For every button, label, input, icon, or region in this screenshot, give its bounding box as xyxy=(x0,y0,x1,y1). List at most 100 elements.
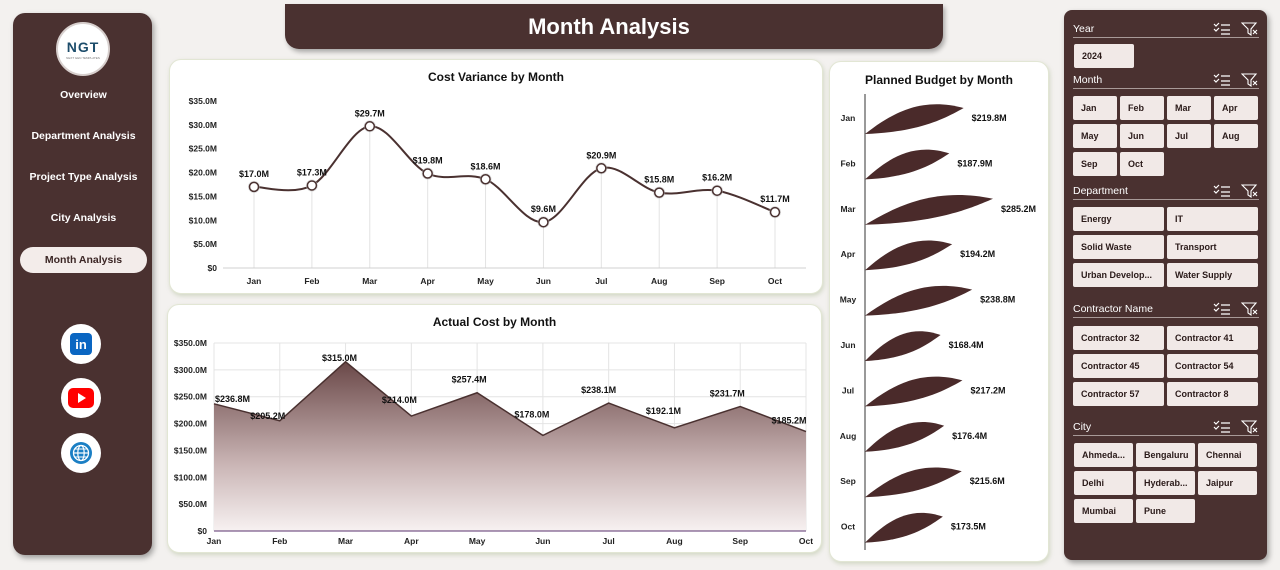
data-point xyxy=(248,181,260,193)
multi-select-icon[interactable] xyxy=(1213,73,1231,87)
actual-cost-card: Actual Cost by Month $0 $50.0M $100.0M $150… xyxy=(167,304,822,553)
y-tick-label: $10.0M xyxy=(189,215,217,225)
data-label: $176.4M xyxy=(952,431,987,441)
y-tick-label: $25.0M xyxy=(189,144,217,154)
contractor-filter-option[interactable]: Contractor 32 xyxy=(1073,326,1164,350)
city-filter-header: City xyxy=(1073,418,1259,436)
planned-budget-card: Planned Budget by Month Jan $219.8M Feb $18… xyxy=(829,61,1049,562)
contractor-filter-option[interactable]: Contractor 54 xyxy=(1167,354,1258,378)
y-tick-label: $0 xyxy=(198,526,208,536)
x-tick-label: Feb xyxy=(304,276,319,286)
x-tick-label: Mar xyxy=(362,276,378,286)
month-filter-option[interactable]: Sep xyxy=(1073,152,1117,176)
data-label: $11.7M xyxy=(760,194,790,204)
multi-select-icon[interactable] xyxy=(1213,302,1231,316)
y-tick-label: $250.0M xyxy=(174,392,207,402)
category-label: Oct xyxy=(841,522,855,532)
month-filter-option[interactable]: Feb xyxy=(1120,96,1164,120)
clear-filter-icon[interactable] xyxy=(1241,72,1259,87)
data-label: $215.6M xyxy=(970,476,1005,486)
month-filter-option[interactable]: Jan xyxy=(1073,96,1117,120)
area-fill xyxy=(214,361,806,531)
x-tick-label: Oct xyxy=(768,276,782,286)
y-tick-label: $100.0M xyxy=(174,472,207,482)
contractor-filter-option[interactable]: Contractor 8 xyxy=(1167,382,1258,406)
multi-select-icon[interactable] xyxy=(1213,22,1231,36)
category-label: Jun xyxy=(840,340,855,350)
contractor-filter-header: Contractor Name xyxy=(1073,300,1259,318)
month-filter-option[interactable]: Jun xyxy=(1120,124,1164,148)
contractor-filter-label: Contractor Name xyxy=(1073,302,1153,315)
department-filter-option[interactable]: Solid Waste xyxy=(1073,235,1164,259)
globe-icon xyxy=(70,442,92,464)
data-label: $178.0M xyxy=(514,409,549,419)
nav-item-department-analysis[interactable]: Department Analysis xyxy=(31,130,136,142)
nav-item-city-analysis[interactable]: City Analysis xyxy=(50,212,117,224)
city-filter-option[interactable]: Jaipur xyxy=(1198,471,1257,495)
data-label: $187.9M xyxy=(957,158,992,168)
month-filter-option[interactable]: Aug xyxy=(1214,124,1258,148)
linkedin-icon: in xyxy=(70,333,92,355)
clear-filter-icon[interactable] xyxy=(1241,183,1259,198)
department-filter-option[interactable]: Water Supply xyxy=(1167,263,1258,287)
data-label: $15.8M xyxy=(644,175,674,185)
city-filter-option[interactable]: Hyderab... xyxy=(1136,471,1195,495)
month-filter-label: Month xyxy=(1073,73,1103,86)
category-label: Apr xyxy=(841,249,856,259)
page-header: Month Analysis xyxy=(285,4,943,49)
department-filter-option[interactable]: Urban Develop... xyxy=(1073,263,1164,287)
clear-filter-icon[interactable] xyxy=(1241,419,1259,434)
city-filter-option[interactable]: Mumbai xyxy=(1074,499,1133,523)
city-filter-option[interactable]: Ahmeda... xyxy=(1074,443,1133,467)
data-label: $238.8M xyxy=(980,295,1015,305)
clear-filter-icon[interactable] xyxy=(1241,301,1259,316)
city-filter-option[interactable]: Delhi xyxy=(1074,471,1133,495)
data-point xyxy=(653,187,665,198)
left-navigation: NGT NEXT GEN TEMPLATES Overview Departme… xyxy=(13,13,152,555)
month-filter-option[interactable]: Apr xyxy=(1214,96,1258,120)
y-tick-label: $20.0M xyxy=(189,168,217,178)
contractor-filter-option[interactable]: Contractor 57 xyxy=(1073,382,1164,406)
year-filter-label: Year xyxy=(1073,22,1095,35)
x-tick-label: Jul xyxy=(595,276,607,286)
multi-select-icon[interactable] xyxy=(1213,420,1231,434)
website-button[interactable] xyxy=(61,433,101,473)
month-filter-option[interactable]: Jul xyxy=(1167,124,1211,148)
data-label: $20.9M xyxy=(586,150,616,160)
y-tick-label: $50.0M xyxy=(179,499,207,509)
contractor-filter-option[interactable]: Contractor 41 xyxy=(1167,326,1258,350)
nav-item-month-analysis[interactable]: Month Analysis xyxy=(20,247,147,273)
data-point xyxy=(480,174,491,185)
year-filter-option[interactable]: 2024 xyxy=(1074,44,1134,68)
category-label: Feb xyxy=(840,158,855,168)
contractor-filter-option[interactable]: Contractor 45 xyxy=(1073,354,1164,378)
x-tick-label: Jan xyxy=(247,276,262,286)
city-filter-option[interactable]: Bengaluru xyxy=(1136,443,1195,467)
multi-select-icon[interactable] xyxy=(1213,184,1231,198)
logo-mark: NGT xyxy=(66,38,100,55)
youtube-button[interactable] xyxy=(61,378,101,418)
nav-item-overview[interactable]: Overview xyxy=(60,89,107,101)
series-line xyxy=(253,125,776,224)
clear-filter-icon[interactable] xyxy=(1241,21,1259,36)
linkedin-button[interactable]: in xyxy=(61,324,101,364)
svg-text:in: in xyxy=(75,337,87,352)
month-filter-option[interactable]: Mar xyxy=(1167,96,1211,120)
month-filter-option[interactable]: May xyxy=(1073,124,1117,148)
department-filter-option[interactable]: IT xyxy=(1167,207,1258,231)
data-label: $17.0M xyxy=(239,169,269,179)
y-tick-label: $35.0M xyxy=(189,96,217,106)
budget-bar xyxy=(865,512,943,543)
month-filter-option[interactable]: Oct xyxy=(1120,152,1164,176)
department-filter-option[interactable]: Transport xyxy=(1167,235,1258,259)
nav-item-project-type-analysis[interactable]: Project Type Analysis xyxy=(29,171,138,183)
x-tick-label: May xyxy=(477,276,494,286)
logo-tagline: NEXT GEN TEMPLATES xyxy=(66,55,100,60)
y-tick-label: $30.0M xyxy=(189,120,217,130)
filter-panel: Year 2024 Month Jan Feb Mar Apr May Jun Jul Aug… xyxy=(1064,10,1267,560)
department-filter-label: Department xyxy=(1073,184,1128,197)
city-filter-option[interactable]: Chennai xyxy=(1198,443,1257,467)
department-filter-option[interactable]: Energy xyxy=(1073,207,1164,231)
city-filter-option[interactable]: Pune xyxy=(1136,499,1195,523)
actual-cost-title: Actual Cost by Month xyxy=(432,315,557,329)
